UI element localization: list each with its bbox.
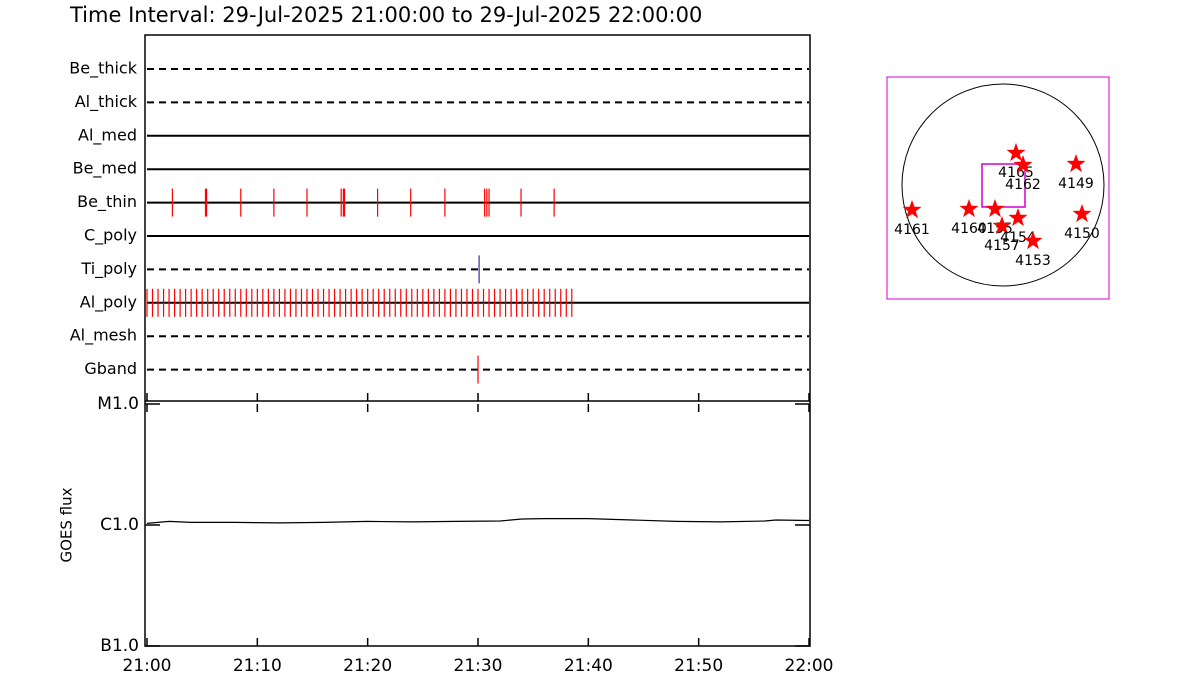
row-label: Al_med [78, 125, 137, 145]
region-star [1023, 231, 1043, 250]
region-star [1066, 154, 1086, 173]
region-label: 4157 [984, 238, 1020, 254]
row-label: Al_poly [80, 292, 137, 312]
plot-frame [144, 34, 811, 647]
region-star [1008, 208, 1028, 227]
x-tick-label: 21:00 [123, 656, 172, 676]
row-label: Al_thick [75, 92, 138, 112]
y-axis-label: GOES flux [58, 487, 76, 562]
map-frame [886, 76, 1110, 300]
row-label: Al_mesh [70, 326, 137, 346]
row-label: Gband [84, 359, 137, 378]
region-star [959, 199, 979, 218]
region-star [902, 200, 922, 219]
region-star [1013, 155, 1033, 174]
field-of-view [981, 163, 1026, 208]
solar-limb [901, 83, 1105, 287]
region-label: 4162 [1005, 177, 1041, 193]
region-label: 4154 [1000, 230, 1036, 246]
flux-line [146, 517, 810, 524]
region-label: 4153 [1015, 253, 1051, 269]
row-label: Be_thin [77, 192, 137, 212]
region-star [992, 216, 1012, 235]
x-tick-label: 21:40 [564, 656, 613, 676]
region-label: 4149 [1058, 176, 1094, 192]
row-label: Ti_poly [80, 259, 137, 279]
region-label: 4160 [951, 221, 987, 237]
x-tick-label: 21:20 [343, 656, 392, 676]
x-tick-label: 22:00 [785, 656, 834, 676]
y-tick-label: M1.0 [97, 394, 139, 414]
row-label: Be_thick [69, 59, 137, 79]
row-label: C_poly [84, 226, 137, 246]
y-tick-label: B1.0 [100, 636, 139, 656]
y-tick-label: C1.0 [100, 515, 139, 535]
region-label: 4150 [1064, 226, 1100, 242]
x-tick-label: 21:30 [454, 656, 503, 676]
x-tick-label: 21:50 [674, 656, 723, 676]
x-tick-label: 21:10 [233, 656, 282, 676]
region-star [1072, 204, 1092, 223]
region-label: 4161 [894, 222, 930, 238]
chart-title: Time Interval: 29-Jul-2025 21:00:00 to 2… [69, 3, 702, 27]
region-star [985, 199, 1005, 218]
row-label: Be_med [73, 159, 137, 179]
region-star [1006, 143, 1026, 162]
